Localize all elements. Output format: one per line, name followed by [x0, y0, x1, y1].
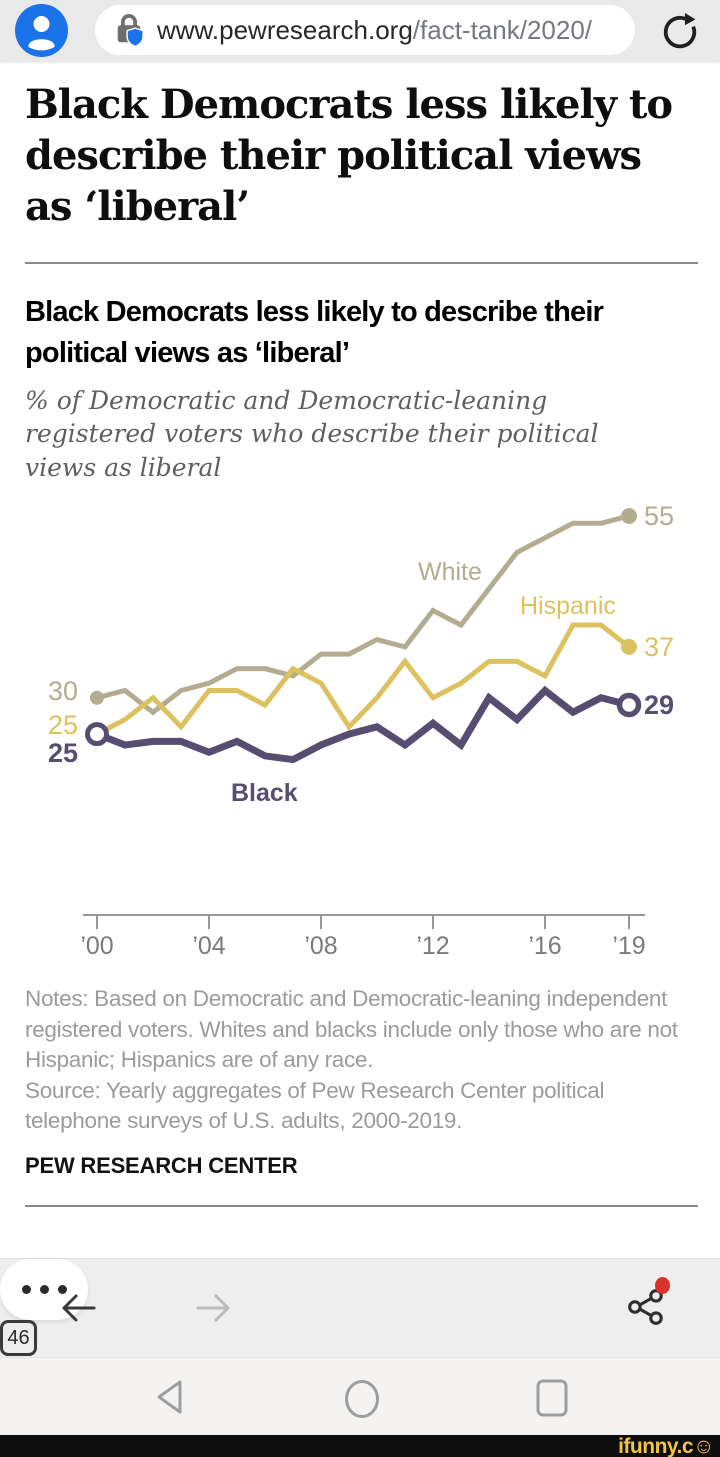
white-start-dot [90, 690, 104, 705]
browser-top-bar: www.pewresearch.org/fact-tank/2020/ [0, 0, 720, 62]
x-axis-tick-label: ’19 [612, 932, 645, 960]
hispanic-series-line [95, 622, 631, 737]
page-content: Black Democrats less likely to describe … [0, 80, 720, 1208]
url-bar[interactable]: www.pewresearch.org/fact-tank/2020/ [95, 5, 635, 55]
url-host-text: www.pewresearch.org [157, 14, 413, 45]
android-recents-button[interactable] [532, 1378, 572, 1418]
hispanic-end-dot [621, 638, 637, 655]
white-end-dot [621, 508, 637, 525]
arrow-right-icon [196, 1294, 230, 1322]
share-nodes-icon [628, 1289, 663, 1325]
x-axis-tick-label: ’04 [192, 932, 225, 960]
tab-switcher-button[interactable]: 46 [0, 1320, 37, 1356]
white-start-value-label: 30 [48, 676, 78, 706]
chart-subtitle: % of Democratic and Democratic-leaning r… [25, 385, 599, 482]
x-axis-tick-label: ’08 [304, 932, 337, 960]
black-start-dot [85, 722, 109, 747]
article-headline: Black Democrats less likely to describe … [25, 81, 673, 230]
ifunny-watermark: ifunny.c☺ [618, 1435, 714, 1457]
triangle-left-icon [157, 1380, 182, 1414]
tab-count: 46 [7, 1326, 30, 1349]
square-icon [536, 1379, 568, 1417]
forward-button[interactable] [194, 1291, 234, 1325]
chart-notes: Notes: Based on Democratic and Democrati… [25, 986, 678, 1073]
chart-section: Black Democrats less likely to describe … [0, 292, 720, 1179]
back-button[interactable] [58, 1291, 98, 1325]
profile-avatar-button[interactable] [15, 4, 68, 57]
android-home-button[interactable] [342, 1378, 382, 1418]
smiley-icon: ☺ [693, 1435, 714, 1457]
three-dots-icon [39, 1285, 49, 1294]
x-axis-tick-label: ’00 [80, 932, 113, 960]
black-end-dot [616, 692, 642, 718]
arrow-left-icon [62, 1294, 96, 1322]
chart-title: Black Democrats less likely to describe … [25, 296, 604, 369]
white-series-line [96, 513, 630, 716]
lock-shield-icon [117, 14, 144, 48]
trend-line-chart: ’00 ’04 ’08 ’12 ’16 ’19 30 55 White 25 37 Hispanic 2… [48, 501, 674, 960]
black-start-value-label: 25 [48, 738, 78, 768]
three-dots-icon [21, 1285, 31, 1294]
divider-bottom [25, 1205, 698, 1208]
black-end-value-label: 29 [644, 690, 674, 720]
x-axis-tick-label: ’12 [416, 932, 449, 960]
browser-toolbar: 46 [0, 1258, 720, 1357]
black-series-label: Black [231, 779, 298, 807]
hispanic-start-value-label: 25 [48, 710, 78, 740]
more-menu-button[interactable] [0, 1259, 88, 1320]
notification-badge [655, 1277, 670, 1294]
x-axis-tick-label: ’16 [528, 932, 561, 960]
white-end-value-label: 55 [644, 501, 674, 531]
black-series-line [95, 685, 630, 764]
divider-top [25, 262, 698, 265]
hispanic-series-label: Hispanic [520, 592, 616, 620]
android-nav-bar [0, 1357, 720, 1435]
pew-research-center-branding: PEW RESEARCH CENTER [25, 1153, 298, 1179]
person-icon [28, 16, 55, 51]
refresh-icon [663, 12, 697, 49]
ifunny-watermark-text: ifunny.c [618, 1435, 694, 1457]
circle-icon [345, 1380, 379, 1418]
white-series-label: White [418, 558, 482, 586]
watermark-strip: ifunny.c☺ [0, 1435, 720, 1457]
three-dots-icon [57, 1285, 67, 1294]
chart-source: Source: Yearly aggregates of Pew Researc… [25, 1077, 605, 1134]
share-button[interactable] [626, 1289, 666, 1325]
android-back-button[interactable] [150, 1378, 190, 1418]
hispanic-end-value-label: 37 [644, 632, 674, 662]
url-path-text: /fact-tank/2020/ [412, 14, 593, 45]
refresh-button[interactable] [658, 9, 702, 53]
